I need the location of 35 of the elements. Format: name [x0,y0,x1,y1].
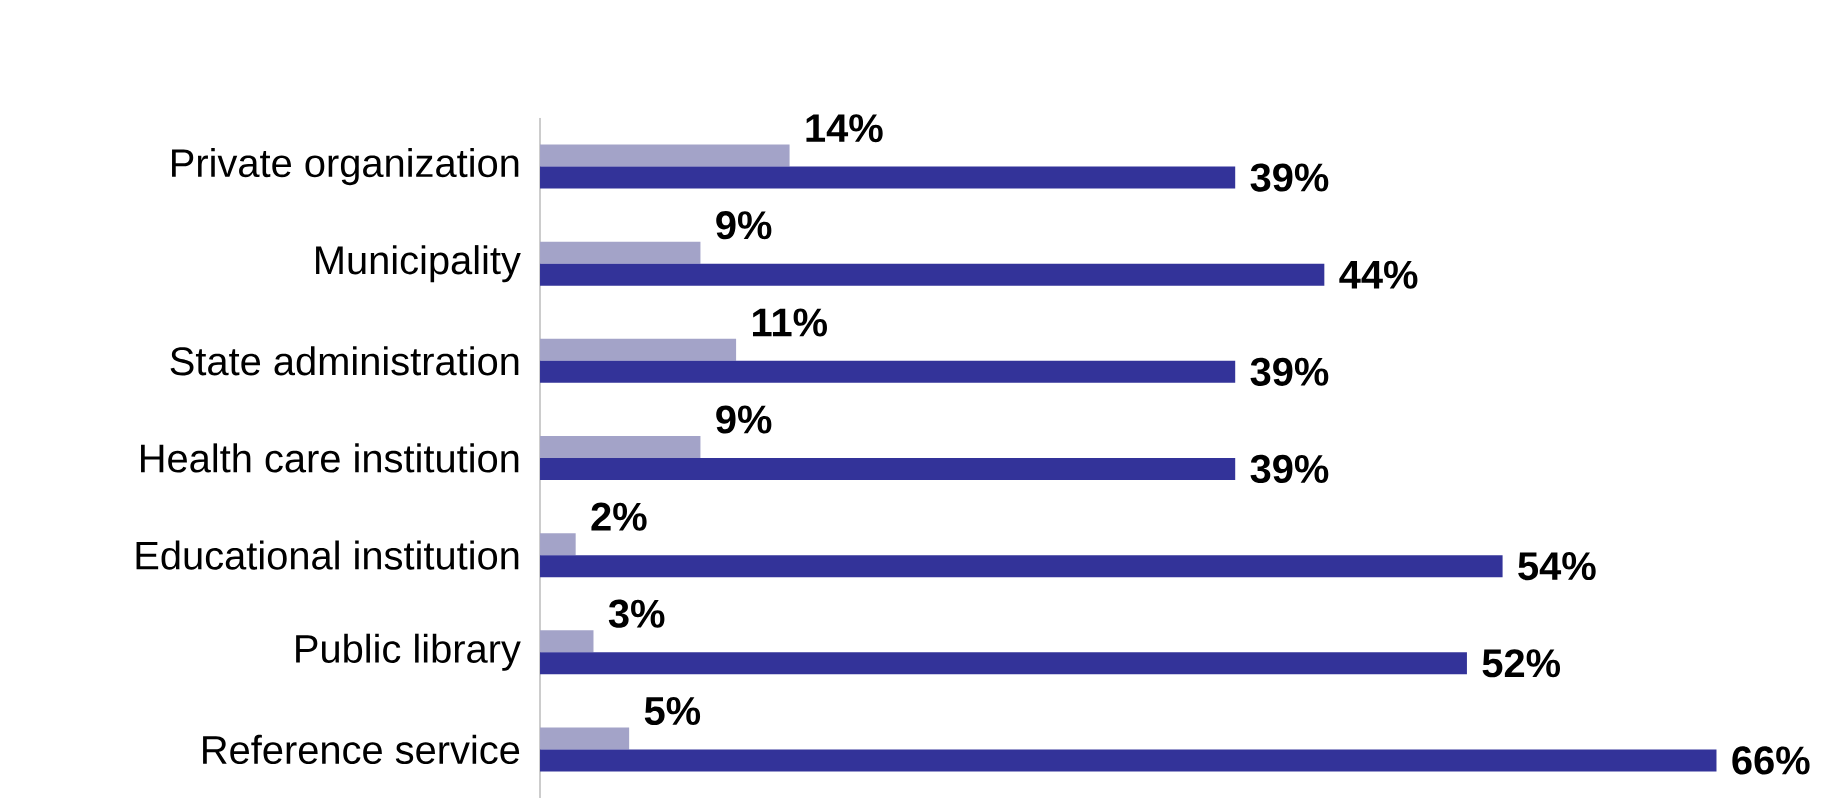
bar [540,652,1467,675]
bar [540,144,790,167]
data-label: 39% [1250,357,1329,386]
data-label: 3% [608,599,665,628]
data-label: 9% [716,210,772,240]
bar [540,360,1236,383]
bar [540,749,1717,772]
y-tick-label: Private organization [172,147,519,185]
bar [540,435,701,458]
y-tick-label: Educational institution [136,540,519,570]
data-label: 11% [752,308,827,337]
bar [540,630,594,653]
y-tick-label: State administration [170,346,519,376]
data-label: 44% [1339,260,1418,289]
bar [540,727,630,750]
data-label: 54% [1518,551,1596,580]
bar [540,457,1236,480]
bar [540,241,701,264]
bar [540,554,1503,577]
data-label: 52% [1482,648,1561,678]
data-label: 9% [716,405,772,434]
bar [540,263,1325,286]
y-tick-label: Public library [296,633,521,671]
y-tick-label: Reference service [203,734,520,764]
bar [540,338,737,361]
data-label: 39% [1250,163,1329,192]
bar [540,166,1236,189]
y-tick-label: Municipality [316,244,521,283]
data-label: 5% [644,696,701,725]
data-label: 39% [1250,454,1329,483]
data-label: 2% [591,502,647,531]
data-label: 66% [1732,746,1810,775]
bar [540,532,576,555]
y-tick-label: Health care institution [141,443,519,473]
data-label: 14% [806,113,883,142]
